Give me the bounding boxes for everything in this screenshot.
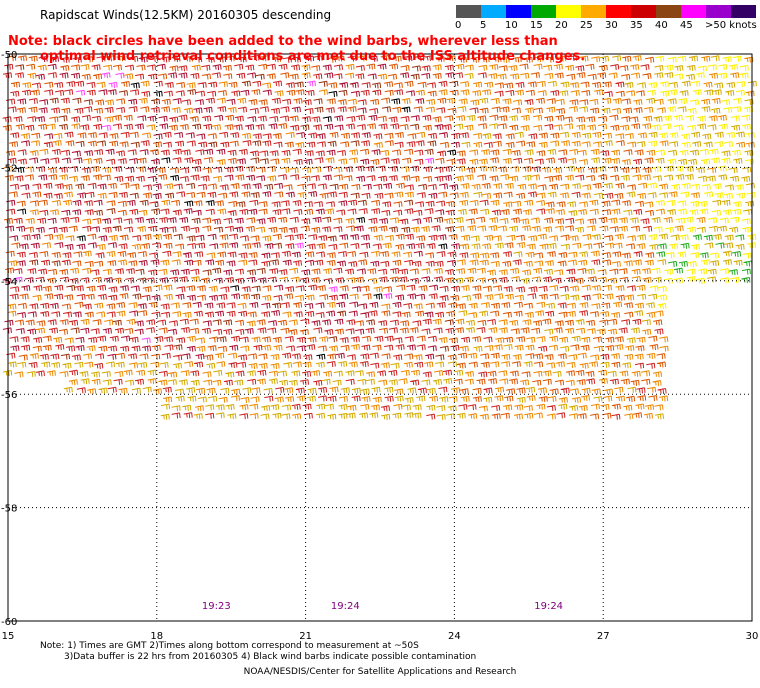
- time-label: 19:24: [331, 601, 360, 612]
- note-line-2: optimal wind retrieval conditions are me…: [40, 49, 586, 64]
- longitude-label: 15: [2, 631, 15, 642]
- legend-labels: 0 5 10 15 20 25 30 35 40 45 >50 knots: [455, 18, 757, 32]
- legend-label: 15: [530, 20, 543, 31]
- longitude-label: 21: [299, 631, 312, 642]
- footer-line-1: Note: 1) Times are GMT 2)Times along bot…: [40, 641, 419, 651]
- wind-barb-group: [2, 55, 667, 420]
- wind-barb-group: [15, 82, 457, 360]
- wind-barb-group: [2, 55, 460, 360]
- legend-label: 40: [655, 20, 668, 31]
- footer-line-2: 3)Data buffer is 22 hrs from 20160305 4)…: [64, 652, 477, 662]
- legend-swatch: [531, 5, 556, 18]
- legend-swatch: [656, 5, 681, 18]
- legend-swatch: [481, 5, 506, 18]
- time-label: 19:23: [202, 601, 231, 612]
- longitude-label: 24: [448, 631, 461, 642]
- map-frame: [7, 53, 753, 622]
- longitude-labels: 15 18 21 24 27 30: [2, 631, 759, 642]
- wind-barbs-layer: [2, 55, 757, 421]
- latitude-labels: -50 -52 -54 -56 -58 -60: [1, 50, 17, 628]
- legend-label: 10: [505, 20, 518, 31]
- latitude-label: -60: [1, 617, 17, 628]
- longitude-label: 27: [597, 631, 610, 642]
- lat-lon-grid: [8, 54, 752, 621]
- legend-swatch: [456, 5, 481, 18]
- contamination-note: Note: black circles have been added to t…: [8, 34, 585, 64]
- latitude-label: -58: [1, 504, 17, 515]
- note-line-1: Note: black circles have been added to t…: [8, 34, 558, 49]
- legend-swatch: [681, 5, 706, 18]
- wind-barb-group: [13, 72, 435, 344]
- latitude-label: -52: [1, 163, 17, 174]
- latitude-label: -56: [1, 390, 17, 401]
- legend-label: 0: [455, 20, 462, 31]
- legend-swatch: [706, 5, 731, 18]
- wind-barb-group: [2, 55, 666, 420]
- legend-swatch: [581, 5, 606, 18]
- legend-label: 5: [480, 20, 487, 31]
- legend-swatch: [606, 5, 631, 18]
- wind-speed-legend: 0 5 10 15 20 25 30 35 40 45 >50 knots: [455, 5, 757, 32]
- footer-notes: Note: 1) Times are GMT 2)Times along bot…: [40, 641, 476, 663]
- longitude-label: 18: [150, 631, 163, 642]
- wind-barb-group: [15, 55, 459, 361]
- time-label: 19:24: [534, 601, 563, 612]
- time-labels: 19:23 19:24 19:24: [202, 601, 563, 612]
- legend-label: >50 knots: [705, 20, 757, 31]
- legend-color-bar: [456, 5, 756, 18]
- legend-label: 25: [580, 20, 593, 31]
- legend-swatch: [506, 5, 531, 18]
- credit-line: NOAA/NESDIS/Center for Satellite Applica…: [243, 667, 517, 677]
- map-title: Rapidscat Winds(12.5KM) 20160305 descend…: [40, 8, 332, 22]
- legend-label: 30: [605, 20, 618, 31]
- legend-swatch: [731, 5, 756, 18]
- legend-swatch: [556, 5, 581, 18]
- longitude-label: 30: [746, 631, 759, 642]
- legend-swatch: [631, 5, 656, 18]
- latitude-label: -54: [1, 277, 17, 288]
- wind-barb-group: [3, 55, 755, 420]
- legend-label: 45: [680, 20, 693, 31]
- wind-barb-group: [646, 55, 757, 310]
- legend-label: 20: [555, 20, 568, 31]
- latitude-label: -50: [1, 50, 17, 61]
- wind-barb-group: [656, 234, 753, 284]
- legend-label: 35: [630, 20, 643, 31]
- wind-barb-group: [3, 55, 757, 421]
